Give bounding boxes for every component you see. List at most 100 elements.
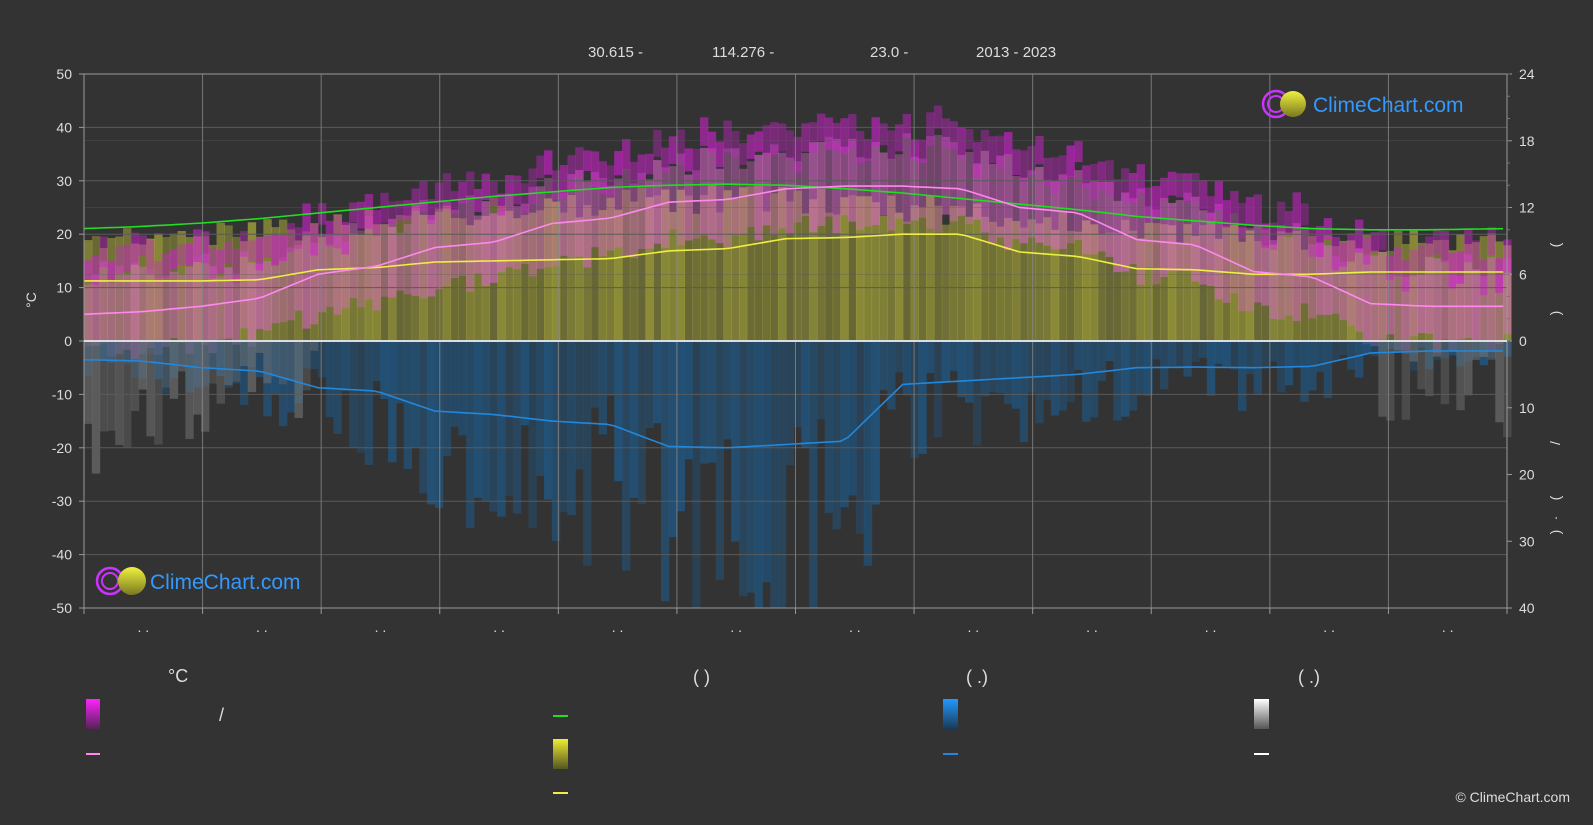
precipitation-band-bar bbox=[1121, 341, 1130, 417]
precipitation-band-bar bbox=[1487, 341, 1496, 359]
temperature-max-bar bbox=[1167, 171, 1177, 196]
sunshine-band-bar bbox=[122, 228, 132, 341]
sunshine-band-bar bbox=[1448, 250, 1457, 341]
precipitation-band-bar bbox=[918, 341, 927, 454]
temperature-max-bar bbox=[138, 235, 147, 256]
temperature-max-bar bbox=[450, 191, 459, 214]
precipitation-band-bar bbox=[902, 341, 912, 396]
precipitation-band-bar bbox=[762, 341, 771, 583]
temperature-max-bar bbox=[1464, 229, 1473, 263]
temperature-max-bar bbox=[622, 139, 631, 171]
temperature-band-bar bbox=[1136, 188, 1146, 285]
precipitation-band-bar bbox=[1222, 341, 1231, 367]
sunshine-band-bar bbox=[1308, 235, 1317, 341]
sunshine-band-bar bbox=[1245, 230, 1255, 341]
precipitation-band-bar bbox=[520, 341, 530, 426]
sunshine-band-bar bbox=[341, 224, 350, 341]
temperature-max-bar bbox=[161, 253, 171, 278]
temperature-max-bar bbox=[801, 123, 810, 152]
temperature-band-bar bbox=[286, 247, 296, 321]
temperature-max-bar bbox=[1471, 240, 1481, 271]
temperature-max-bar bbox=[122, 244, 132, 272]
temperature-band-bar bbox=[200, 253, 210, 345]
temperature-max-bar bbox=[310, 224, 319, 256]
sunshine-band-bar bbox=[567, 195, 576, 341]
temperature-band-bar bbox=[746, 161, 756, 228]
sunshine-band-bar bbox=[1066, 230, 1075, 341]
right-axis-glyph: / bbox=[1547, 441, 1563, 445]
precipitation-band-bar bbox=[528, 341, 537, 529]
x-tick-label: . . bbox=[1323, 619, 1335, 635]
y-left-tick-label: -40 bbox=[52, 547, 72, 563]
temperature-band-bar bbox=[551, 191, 561, 267]
temperature-band-bar bbox=[1323, 245, 1333, 316]
snowfall-band-bar bbox=[286, 341, 296, 381]
sunshine-band-bar bbox=[668, 212, 678, 341]
y-right-top-tick-label: 12 bbox=[1519, 200, 1535, 216]
temperature-band-bar bbox=[980, 150, 990, 233]
snowfall-band-bar bbox=[1417, 341, 1426, 390]
precipitation-band-bar bbox=[442, 341, 452, 457]
temperature-max-bar bbox=[1082, 165, 1091, 188]
temperature-max-bar bbox=[1378, 228, 1387, 251]
sunshine-band-bar bbox=[1378, 251, 1387, 341]
right-axis-label: ( ) / ( · ) bbox=[1547, 242, 1563, 534]
sunshine-band-bar bbox=[731, 198, 740, 341]
precipitation-band-bar bbox=[130, 341, 140, 377]
y-left-tick-label: 30 bbox=[56, 173, 72, 189]
temperature-max-bar bbox=[1425, 236, 1434, 257]
temperature-max-bar bbox=[1292, 192, 1301, 228]
precipitation-band-bar bbox=[738, 341, 748, 597]
temperature-max-bar bbox=[388, 201, 397, 224]
temperature-max-bar bbox=[419, 181, 428, 212]
sunshine-band-bar bbox=[442, 205, 452, 341]
sunshine-band-bar bbox=[115, 236, 124, 341]
y-right-top-tick-label: 6 bbox=[1519, 266, 1527, 282]
precipitation-band-bar bbox=[894, 341, 904, 373]
precipitation-band-bar bbox=[1417, 341, 1426, 348]
legend: °C / ( ) ( .) ( .) bbox=[86, 666, 1320, 794]
temperature-max-bar bbox=[271, 233, 280, 266]
precipitation-band-bar bbox=[1097, 341, 1107, 381]
precipitation-band-bar bbox=[1089, 341, 1099, 418]
precipitation-band-bar bbox=[1269, 341, 1278, 362]
precipitation-band-bar bbox=[489, 341, 498, 512]
sunshine-band-bar bbox=[606, 197, 615, 341]
sunshine-band-bar bbox=[1121, 219, 1130, 341]
precipitation-band-bar bbox=[754, 341, 763, 608]
temperature-band-bar bbox=[512, 206, 522, 270]
precipitation-band-bar bbox=[723, 341, 732, 440]
temperature-max-bar bbox=[770, 122, 779, 155]
temperature-max-bar bbox=[489, 181, 498, 206]
temperature-max-bar bbox=[1050, 157, 1060, 194]
logo-sun-icon bbox=[1280, 91, 1306, 117]
sunshine-band-bar bbox=[1019, 227, 1029, 341]
sunshine-band-bar bbox=[1043, 217, 1052, 341]
temperature-band-bar bbox=[848, 138, 857, 222]
sunshine-band-bar bbox=[1354, 248, 1364, 341]
snowfall-band-bar bbox=[169, 341, 179, 399]
temperature-band-bar bbox=[879, 152, 888, 216]
right-axis-glyph: · bbox=[1547, 516, 1563, 521]
temperature-band-bar bbox=[614, 178, 623, 248]
temperature-max-bar bbox=[902, 113, 912, 138]
y-right-bottom-tick-label: 20 bbox=[1519, 467, 1535, 483]
series-lines bbox=[83, 183, 1504, 449]
logo-ring-icon bbox=[101, 572, 119, 590]
precipitation-band-bar bbox=[302, 341, 311, 369]
temperature-max-bar bbox=[754, 131, 763, 152]
sunshine-band-bar bbox=[1027, 219, 1036, 341]
sunshine-band-bar bbox=[777, 187, 787, 341]
temperature-max-bar bbox=[684, 148, 693, 172]
y-right-bottom-tick-label: 10 bbox=[1519, 400, 1535, 416]
temperature-band-bar bbox=[926, 136, 935, 229]
temperature-band-bar bbox=[731, 148, 740, 236]
temperature-max-bar bbox=[848, 114, 857, 149]
x-tick-label: . . bbox=[137, 619, 149, 635]
temperature-max-bar bbox=[668, 136, 678, 164]
temperature-band-bar bbox=[107, 282, 116, 357]
x-tick-label: . . bbox=[493, 619, 505, 635]
precipitation-band-bar bbox=[263, 341, 272, 417]
temperature-max-bar bbox=[1128, 173, 1138, 203]
temperature-band-bar bbox=[388, 218, 397, 298]
